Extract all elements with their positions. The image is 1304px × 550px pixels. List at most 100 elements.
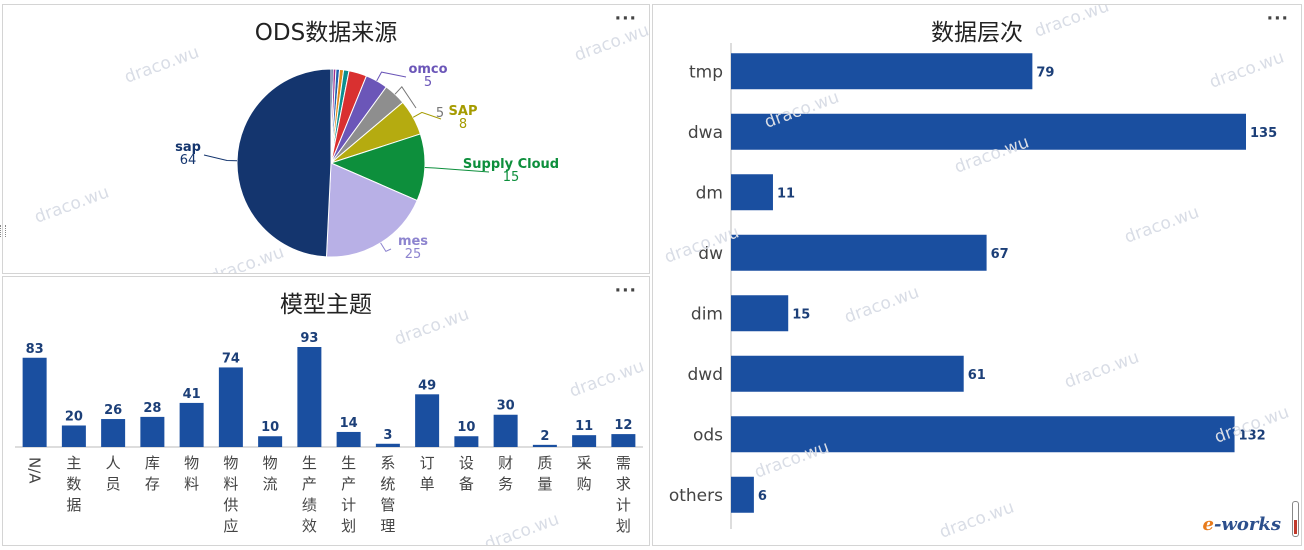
column-bar xyxy=(454,436,479,447)
column-category-label: 物料供应 xyxy=(223,454,238,535)
column-value-label: 74 xyxy=(222,351,240,366)
column-category-label: 库存 xyxy=(145,454,160,493)
column-bar xyxy=(179,402,204,447)
column-category-label: 需求计划 xyxy=(616,454,631,535)
scroll-handle[interactable] xyxy=(1292,501,1299,537)
hbar-value-label: 11 xyxy=(777,186,795,201)
hbar-category-label: tmp xyxy=(689,62,723,82)
hbar-value-label: 132 xyxy=(1239,428,1266,443)
pie-leader-line xyxy=(394,86,417,109)
column-category-label: 生产绩效 xyxy=(302,454,317,535)
hbar-value-label: 135 xyxy=(1250,126,1277,141)
pie-leader-line xyxy=(376,71,407,82)
column-bar xyxy=(61,425,86,447)
column-category-label: 质量 xyxy=(537,454,552,493)
hbar-category-label: dim xyxy=(691,304,723,324)
column-bar xyxy=(22,357,47,447)
column-value-label: 12 xyxy=(614,418,632,433)
column-value-label: 3 xyxy=(383,428,392,443)
column-category-label: N/A xyxy=(26,457,44,484)
column-bar xyxy=(336,431,361,447)
column-bar xyxy=(493,414,518,447)
hbar-bar xyxy=(731,295,789,332)
pie-slice-name: sap xyxy=(175,140,201,155)
hbar-bar xyxy=(731,53,1033,90)
column-bar xyxy=(611,434,636,447)
hbar-value-label: 79 xyxy=(1036,65,1054,80)
column-chart: 83 N/A 20 主数据 26 人员 28 库存 41 物料 74 物料供应 10 物流 93 生产绩效 14… xyxy=(15,331,643,535)
horizontal-bar-chart: 79 tmp 135 dwa 11 dm 67 dw 15 dim 61 dwd 132 ods 6 othe… xyxy=(669,43,1277,529)
hbar-bar xyxy=(731,416,1235,453)
hbar-category-label: others xyxy=(669,486,723,506)
pie-leader-line xyxy=(412,111,442,120)
pie-leader-line xyxy=(203,154,238,162)
pie-slice-value: 5 xyxy=(424,75,432,90)
hbar-category-label: dwd xyxy=(688,365,724,385)
column-value-label: 28 xyxy=(143,401,161,416)
hbar-value-label: 61 xyxy=(968,368,986,383)
column-category-label: 主数据 xyxy=(66,454,81,514)
pie-slice-value: 8 xyxy=(459,117,467,132)
column-chart-title: 模型主题 xyxy=(280,292,372,318)
pie-slice xyxy=(329,133,426,202)
column-bar xyxy=(297,347,322,447)
column-category-label: 采购 xyxy=(577,454,592,493)
pie-slice-name: SAP xyxy=(449,104,478,119)
column-category-label: 生产计划 xyxy=(341,454,356,535)
hbar-value-label: 6 xyxy=(758,489,767,504)
pie-slice-value: 5 xyxy=(436,106,444,121)
hbar-more-menu-icon[interactable]: ··· xyxy=(1266,9,1289,29)
hbar-category-label: ods xyxy=(693,425,723,445)
column-value-label: 20 xyxy=(65,409,83,424)
column-category-label: 设备 xyxy=(459,454,474,493)
column-bar xyxy=(218,367,243,447)
column-value-label: 41 xyxy=(183,387,201,402)
pie-slice-name: mes xyxy=(398,234,428,249)
hbar-category-label: dm xyxy=(696,183,723,203)
pie-slice-value: 15 xyxy=(503,170,520,185)
pie-leader-line xyxy=(380,242,392,252)
hbar-value-label: 67 xyxy=(991,247,1009,262)
pie-more-menu-icon[interactable]: ··· xyxy=(614,9,637,29)
hbar-bar xyxy=(731,476,754,513)
model-theme-panel: 模型主题 ··· 83 N/A 20 主数据 26 人员 28 库存 41 物料 74 物料供应 10 物… xyxy=(2,276,650,546)
column-category-label: 物流 xyxy=(263,454,278,493)
column-value-label: 26 xyxy=(104,403,122,418)
column-value-label: 93 xyxy=(300,331,318,346)
eworks-logo: e-works xyxy=(1202,514,1281,535)
hbar-value-label: 15 xyxy=(792,307,810,322)
data-layer-panel: 数据层次 ··· 79 tmp 135 dwa 11 dm 67 dw 15 dim 61 dwd 13… xyxy=(652,4,1302,546)
column-value-label: 2 xyxy=(540,429,549,444)
column-bar xyxy=(375,443,400,447)
pie-slice xyxy=(325,162,418,258)
pie-slice-value: 64 xyxy=(180,153,197,168)
column-category-label: 财务 xyxy=(498,454,513,493)
hbar-bar xyxy=(731,113,1246,150)
column-category-label: 物料 xyxy=(184,454,199,493)
hbar-bar xyxy=(731,234,987,271)
hbar-category-label: dw xyxy=(698,244,723,264)
hbar-bar xyxy=(731,174,773,211)
ods-source-panel: ODS数据来源 ··· sap 64 mes 25 Supply Cloud 15 SAP 8… xyxy=(2,4,650,274)
hbar-bar xyxy=(731,355,964,392)
column-bar xyxy=(101,419,126,447)
column-value-label: 10 xyxy=(457,420,475,435)
column-value-label: 49 xyxy=(418,378,436,393)
column-category-label: 人员 xyxy=(106,454,121,493)
column-category-label: 订单 xyxy=(420,454,435,493)
column-value-label: 11 xyxy=(575,419,593,434)
column-category-label: 系统管理 xyxy=(380,454,395,535)
column-value-label: 14 xyxy=(340,416,358,431)
pie-chart-title: ODS数据来源 xyxy=(254,20,398,46)
column-bar xyxy=(572,435,597,447)
column-value-label: 10 xyxy=(261,420,279,435)
column-more-menu-icon[interactable]: ··· xyxy=(614,281,637,301)
column-bar xyxy=(532,444,557,447)
column-bar xyxy=(140,416,165,447)
pie-leader-line xyxy=(424,167,490,173)
hbar-chart-title: 数据层次 xyxy=(931,20,1023,46)
pie-slice-name: omco xyxy=(408,62,447,77)
panel-resize-handle[interactable] xyxy=(0,225,6,237)
column-value-label: 83 xyxy=(26,342,44,357)
